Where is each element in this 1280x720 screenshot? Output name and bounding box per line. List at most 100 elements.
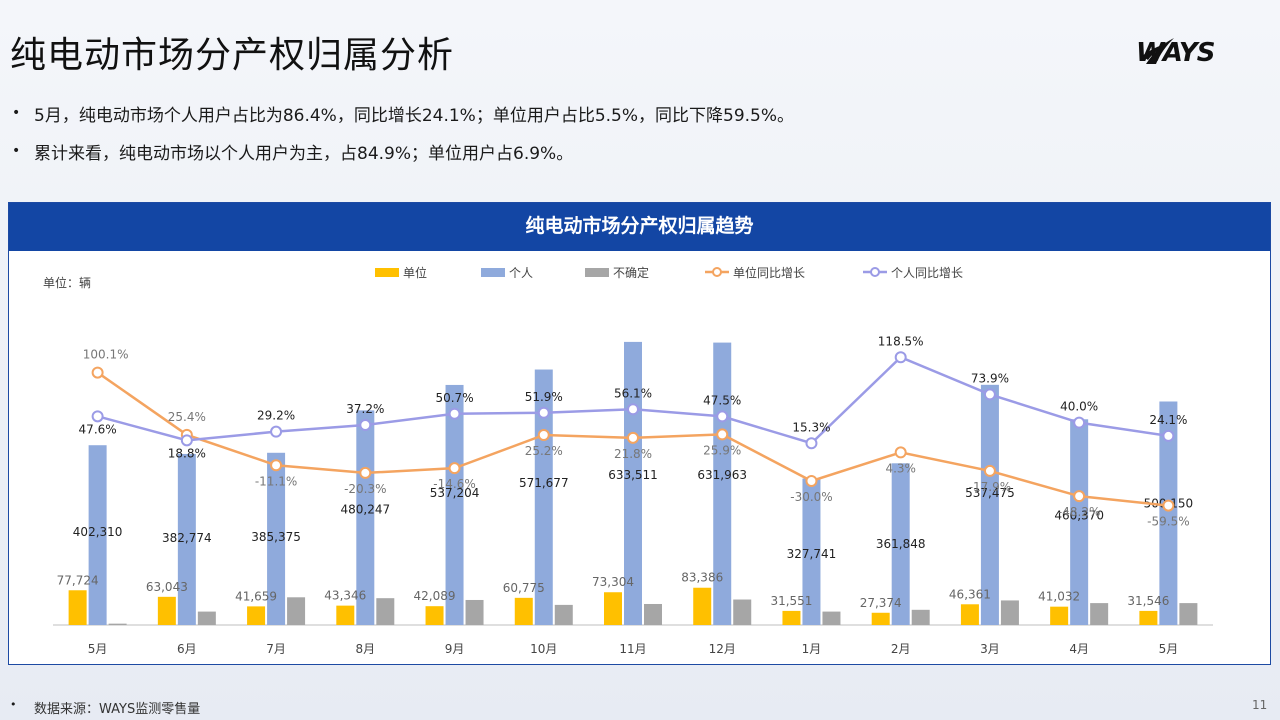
bar xyxy=(88,445,107,625)
legend-label: 单位 xyxy=(403,265,427,280)
data-label-unit: 83,386 xyxy=(681,571,723,585)
bullet-item: • 5月，纯电动市场个人用户占比为86.4%，同比增长24.1%；单位用户占比5… xyxy=(12,94,794,132)
legend-label: 单位同比增长 xyxy=(733,265,805,280)
bar xyxy=(287,597,306,625)
data-label-unit: 41,032 xyxy=(1038,590,1080,604)
line-point xyxy=(894,351,907,364)
bar xyxy=(1179,603,1198,625)
data-label-personal: 382,774 xyxy=(162,531,212,545)
data-label-personal: 571,677 xyxy=(519,476,569,490)
bar xyxy=(960,604,979,625)
bar xyxy=(445,384,464,625)
data-label-personal-growth: 24.1% xyxy=(1149,413,1187,427)
data-label-unit-growth: 100.1% xyxy=(83,348,129,362)
line-point xyxy=(983,464,996,477)
data-label-unit-growth: -30.0% xyxy=(790,490,832,504)
line-point xyxy=(894,446,907,459)
data-label-personal: 537,475 xyxy=(965,486,1015,500)
data-label-unit-growth: -48.2% xyxy=(1058,505,1100,519)
data-label-unit-growth: 25.2% xyxy=(525,444,563,458)
data-label-personal-growth: 47.6% xyxy=(79,422,117,436)
bar xyxy=(644,603,662,625)
x-tick-label: 2月 xyxy=(891,642,911,656)
line-point xyxy=(537,429,550,441)
bar xyxy=(68,590,87,625)
line-point xyxy=(359,419,372,431)
data-label-personal-growth: 73.9% xyxy=(971,371,1009,385)
line-point xyxy=(91,410,104,423)
bar xyxy=(247,606,266,625)
data-label-personal-growth: 56.1% xyxy=(614,386,652,400)
data-label-personal-growth: 29.2% xyxy=(257,409,295,423)
bar xyxy=(514,597,533,625)
x-tick-label: 5月 xyxy=(1159,642,1179,656)
bar xyxy=(802,478,821,625)
bar xyxy=(782,610,801,625)
x-tick-label: 9月 xyxy=(445,642,465,656)
data-label-personal: 327,741 xyxy=(787,547,837,561)
x-tick-label: 12月 xyxy=(709,642,736,656)
line-point xyxy=(627,431,639,444)
data-label-personal: 537,204 xyxy=(430,486,480,500)
x-tick-label: 5月 xyxy=(88,642,108,656)
line-point xyxy=(91,366,104,379)
bar xyxy=(693,587,712,625)
line-point xyxy=(716,410,729,423)
bar xyxy=(197,611,216,625)
data-label-unit-growth: -20.3% xyxy=(344,482,386,496)
data-label-personal-growth: 47.5% xyxy=(703,393,741,407)
bar xyxy=(980,384,999,625)
data-label-unit-growth: -11.1% xyxy=(255,474,297,488)
data-label-unit: 43,346 xyxy=(324,589,366,603)
bar xyxy=(356,410,375,625)
summary-bullets: • 5月，纯电动市场个人用户占比为86.4%，同比增长24.1%；单位用户占比5… xyxy=(12,94,794,170)
data-label-unit-growth: -14.6% xyxy=(433,477,475,491)
bar xyxy=(1000,600,1019,625)
bar xyxy=(822,611,841,625)
data-label-unit-growth: 21.8% xyxy=(614,447,652,461)
line-point xyxy=(1073,416,1086,429)
bar xyxy=(911,609,930,625)
line-point xyxy=(716,428,729,441)
bar xyxy=(871,612,890,625)
data-label-unit: 41,659 xyxy=(235,589,277,603)
bar xyxy=(891,463,910,625)
x-tick-label: 1月 xyxy=(802,642,822,656)
footer-bullet: • xyxy=(10,698,17,711)
bar xyxy=(1159,401,1178,625)
data-label-personal: 361,848 xyxy=(876,537,926,551)
line-point xyxy=(537,406,550,419)
data-label-unit-growth: -59.5% xyxy=(1147,515,1189,529)
line-point xyxy=(983,388,996,401)
bullet-text: 累计来看，纯电动市场以个人用户为主，占84.9%；单位用户占6.9%。 xyxy=(34,143,574,164)
data-label-unit: 42,089 xyxy=(414,589,456,603)
data-label-unit: 60,775 xyxy=(503,581,545,595)
line-point xyxy=(805,437,818,450)
bar xyxy=(157,596,176,625)
data-label-personal: 480,247 xyxy=(340,503,390,517)
line-point xyxy=(1162,499,1175,512)
bar xyxy=(336,605,355,625)
page-title: 纯电动市场分产权归属分析 xyxy=(10,35,455,76)
data-label-unit: 63,043 xyxy=(146,580,188,594)
bar xyxy=(1050,606,1069,625)
legend-marker xyxy=(870,267,880,277)
data-label-personal: 460,370 xyxy=(1054,508,1104,522)
legend-swatch xyxy=(481,268,505,277)
line-point xyxy=(448,462,461,475)
x-tick-label: 4月 xyxy=(1069,642,1089,656)
bar xyxy=(177,453,196,625)
x-tick-label: 8月 xyxy=(355,642,375,656)
data-label-personal: 633,511 xyxy=(608,468,658,482)
x-tick-label: 11月 xyxy=(619,642,646,656)
data-label-personal: 402,310 xyxy=(73,525,123,539)
data-label-unit: 77,724 xyxy=(57,573,99,587)
data-label-personal-growth: 51.9% xyxy=(525,390,563,404)
data-label-personal-growth: 118.5% xyxy=(878,334,924,348)
legend-marker xyxy=(712,267,722,277)
x-tick-label: 7月 xyxy=(266,642,286,656)
bar xyxy=(1070,419,1089,625)
x-tick-label: 10月 xyxy=(530,642,557,656)
line-point xyxy=(359,466,372,479)
data-label-personal-growth: 50.7% xyxy=(435,391,473,405)
